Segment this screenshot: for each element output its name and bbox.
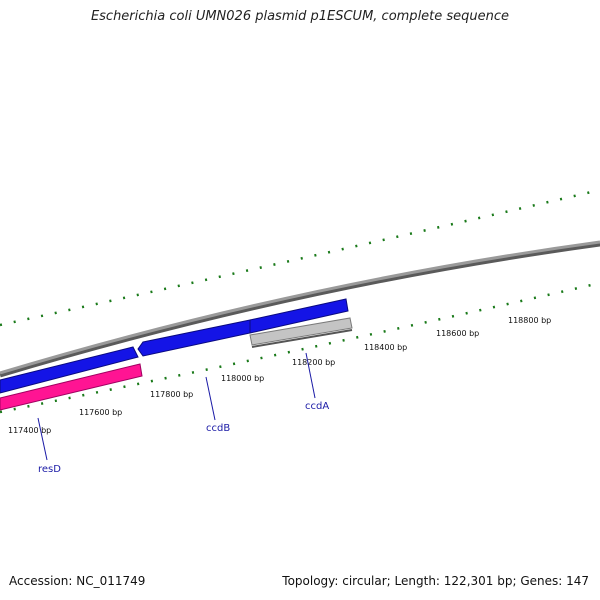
gene-label-lines: [37, 352, 316, 461]
tick-label: 117600 bp: [79, 408, 122, 417]
gene-arrow-unnamed[interactable]: [0, 346, 139, 394]
gene-label-ccdB: ccdB: [206, 423, 230, 434]
backbone: [0, 240, 600, 375]
accession-text: Accession: NC_011749: [9, 574, 146, 588]
topology-summary: Topology: circular; Length: 122,301 bp; …: [282, 574, 589, 588]
gene-arrow-ccdA[interactable]: [249, 317, 353, 346]
backbone-shadow: [0, 241, 600, 378]
gene-label-ccdA: ccdA: [305, 401, 329, 412]
gene-arrow-ccdB[interactable]: [137, 319, 251, 357]
tick-label: 117800 bp: [150, 390, 193, 399]
ccdA-label-line: [305, 352, 316, 399]
map-title: Escherichia coli UMN026 plasmid p1ESCUM,…: [90, 9, 510, 24]
tick-label: 118200 bp: [292, 358, 335, 367]
resD-label-line: [37, 417, 48, 461]
ccdB-label-line: [205, 376, 216, 421]
tick-label: 118400 bp: [364, 343, 407, 352]
gene-arrow-blue-right[interactable]: [249, 298, 349, 334]
gene-features: [0, 298, 353, 411]
gene-arrow-resD[interactable]: [0, 363, 143, 411]
ccdA-underline: [251, 329, 353, 348]
tick-label: 118000 bp: [221, 374, 264, 383]
gene-label-resD: resD: [38, 464, 61, 475]
tick-label: 117400 bp: [8, 426, 51, 435]
tick-label: 118600 bp: [436, 329, 479, 338]
tick-label: 118800 bp: [508, 316, 551, 325]
tick-labels: 117400 bp 117600 bp 117800 bp 118000 bp …: [8, 316, 551, 435]
inner-tick-ring: [0, 281, 600, 414]
gene-labels: resD ccdB ccdA: [38, 401, 329, 475]
